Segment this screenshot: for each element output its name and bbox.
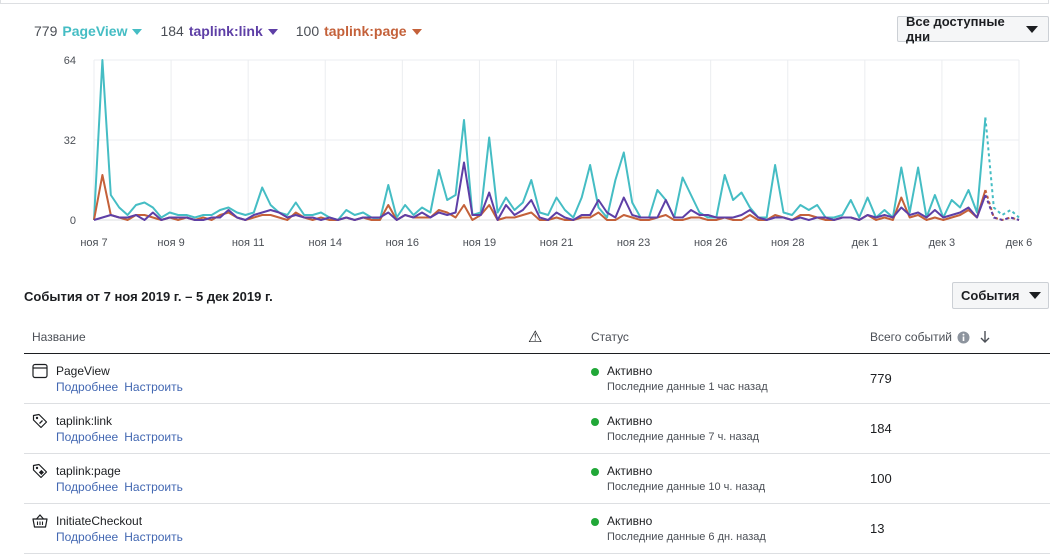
table-row[interactable]: taplink:link Подробнее Настроить Активно … [24, 404, 1050, 454]
table-row[interactable]: InitiateCheckout Подробнее Настроить Акти… [24, 504, 1050, 554]
x-tick-label: ноя 28 [771, 237, 804, 249]
x-tick-label: дек 6 [1006, 237, 1033, 249]
configure-link[interactable]: Настроить [124, 380, 183, 394]
status-dot-icon [591, 418, 599, 426]
chart-legend: 779 PageView 184 taplink:link 100 taplin… [34, 23, 440, 39]
status-dot-icon [591, 468, 599, 476]
details-link[interactable]: Подробнее [56, 480, 119, 494]
legend-count: 184 [160, 23, 184, 39]
column-header-total-label: Всего событий [870, 330, 953, 344]
x-tick-label: ноя 19 [463, 237, 496, 249]
table-row[interactable]: taplink:page Подробнее Настроить Активно … [24, 454, 1050, 504]
y-tick-label: 32 [64, 135, 76, 147]
details-link[interactable]: Подробнее [56, 430, 119, 444]
x-tick-label: ноя 21 [540, 237, 573, 249]
status-label: Активно [607, 514, 653, 528]
configure-link[interactable]: Настроить [124, 480, 183, 494]
x-tick-label: ноя 16 [386, 237, 419, 249]
status-label: Активно [607, 364, 653, 378]
row-links: Подробнее Настроить [56, 380, 189, 394]
row-links: Подробнее Настроить [56, 480, 189, 494]
legend-item-taplink-page[interactable]: 100 taplink:page [296, 23, 422, 39]
chevron-down-icon [132, 29, 143, 35]
sort-arrow-down-icon[interactable] [979, 330, 991, 344]
status-detail: Последние данные 6 дн. назад [607, 531, 766, 543]
x-tick-label: ноя 14 [309, 237, 342, 249]
status-detail: Последние данные 10 ч. назад [607, 481, 766, 493]
legend-count: 100 [295, 23, 320, 39]
x-tick-label: ноя 26 [694, 237, 727, 249]
chevron-down-icon [267, 29, 278, 35]
status-detail: Последние данные 7 ч. назад [607, 431, 760, 443]
series-line-pageview [93, 59, 987, 221]
chevron-down-icon [411, 29, 422, 35]
event-count: 184 [870, 421, 892, 436]
configure-link[interactable]: Настроить [124, 530, 183, 544]
table-header: Название ⚠ Статус Всего событий [24, 322, 1050, 354]
legend-name: taplink:page [324, 23, 407, 39]
date-range-dropdown[interactable]: Все доступные дни [897, 14, 1049, 44]
tag-link-icon [32, 413, 48, 429]
event-name: taplink:page [56, 464, 121, 478]
row-links: Подробнее Настроить [56, 430, 189, 444]
legend-name: taplink:link [188, 23, 263, 39]
series-line-partial-taplink-page [984, 189, 1020, 222]
status-label: Активно [607, 414, 653, 428]
column-header-status[interactable]: Статус [591, 330, 629, 344]
events-dropdown[interactable]: События [952, 282, 1049, 309]
event-name: InitiateCheckout [56, 514, 143, 528]
tag-page-icon [32, 463, 48, 479]
chevron-down-icon [1026, 25, 1038, 33]
series-line-partial-taplink-link [984, 194, 1020, 222]
event-count: 13 [870, 521, 885, 536]
legend-item-pageview[interactable]: 779 PageView [34, 23, 143, 39]
configure-link[interactable]: Настроить [124, 430, 183, 444]
basket-icon [32, 514, 48, 528]
warning-icon: ⚠ [528, 329, 543, 346]
event-name: taplink:link [56, 414, 113, 428]
details-link[interactable]: Подробнее [56, 530, 119, 544]
event-count: 779 [870, 371, 892, 386]
series-line-taplink-link [93, 161, 987, 221]
events-chart: 0 32 64 ноя 7 ноя 9 ноя 11 ноя 14 ноя 16 ноя 19 н… [64, 55, 1033, 249]
row-links: Подробнее Настроить [56, 530, 189, 544]
series-line-partial-pageview [984, 117, 1020, 219]
column-header-total[interactable]: Всего событий [870, 330, 991, 344]
legend-item-taplink-link[interactable]: 184 taplink:link [160, 23, 278, 39]
legend-name: PageView [62, 23, 128, 39]
x-tick-label: ноя 9 [157, 237, 184, 249]
events-table: Название ⚠ Статус Всего событий PageView… [24, 322, 1050, 554]
status-dot-icon [591, 368, 599, 376]
x-tick-label: ноя 23 [617, 237, 650, 249]
event-count: 100 [870, 471, 892, 486]
status-label: Активно [607, 464, 653, 478]
events-dropdown-label: События [961, 288, 1020, 303]
x-tick-label: ноя 7 [80, 237, 107, 249]
top-panel-edge [0, 0, 1049, 4]
y-tick-label: 0 [70, 215, 76, 227]
browser-window-icon [32, 363, 48, 379]
details-link[interactable]: Подробнее [56, 380, 119, 394]
info-icon[interactable] [957, 331, 970, 344]
column-header-name[interactable]: Название [32, 330, 86, 344]
x-tick-label: дек 1 [852, 237, 879, 249]
chevron-down-icon [1029, 292, 1042, 299]
event-name: PageView [56, 364, 110, 378]
date-range-label: Все доступные дни [906, 14, 1005, 44]
events-title: События от 7 ноя 2019 г. – 5 дек 2019 г. [24, 289, 273, 304]
status-dot-icon [591, 518, 599, 526]
y-tick-label: 64 [64, 55, 76, 67]
x-tick-label: дек 3 [929, 237, 956, 249]
status-detail: Последние данные 1 час назад [607, 381, 768, 393]
table-row[interactable]: PageView Подробнее Настроить Активно Посл… [24, 354, 1050, 404]
legend-count: 779 [34, 23, 58, 39]
x-tick-label: ноя 11 [232, 237, 265, 249]
